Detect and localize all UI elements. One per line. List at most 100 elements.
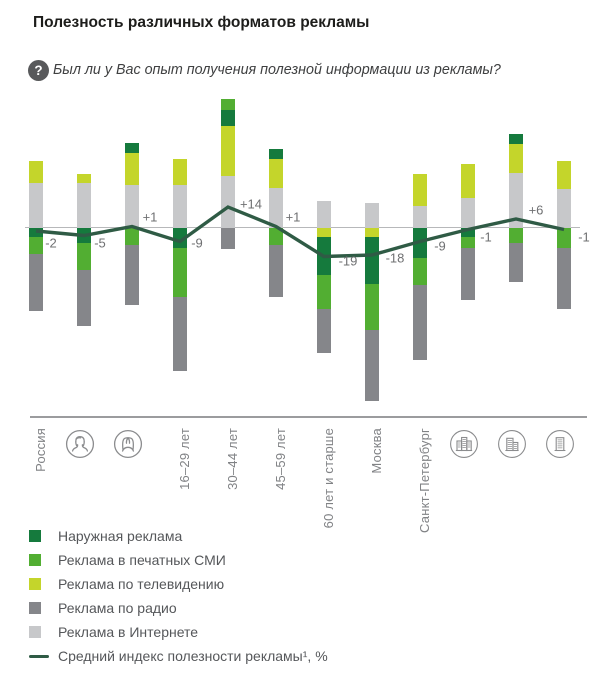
line-value-label: -9 xyxy=(434,238,446,254)
line-value-label: -1 xyxy=(578,229,590,245)
bar-segment-tv xyxy=(221,126,235,176)
bar-segment-internet xyxy=(29,183,43,228)
legend-item: Реклама по радио xyxy=(29,599,328,623)
line-value-label: +14 xyxy=(239,196,263,212)
legend-swatch-cell xyxy=(29,647,58,658)
legend-swatch-cell xyxy=(29,551,58,566)
bar-segment-outdoor xyxy=(461,228,475,237)
line-value-label: -5 xyxy=(94,235,106,251)
legend: Наружная реклама Реклама в печатных СМИ Ре… xyxy=(29,527,328,671)
axis-category-label: Москва xyxy=(369,428,384,474)
bar-segment-tv xyxy=(365,228,379,237)
line-value-label: -1 xyxy=(480,229,492,245)
city-small-icon xyxy=(545,429,575,459)
legend-label: Наружная реклама xyxy=(58,528,183,544)
bar-segment-internet xyxy=(221,175,235,228)
axis-category-label: Россия xyxy=(33,428,48,472)
bar-segment-tv xyxy=(29,160,43,183)
city-medium-icon xyxy=(497,429,527,459)
legend-label: Реклама по радио xyxy=(58,600,177,616)
bar-segment-print xyxy=(269,228,283,245)
plot-area: -2 -5 +1 -9 +14 +1 -19 -18 -9 -1 +6 -1 Россия 16–29 … xyxy=(25,99,590,533)
bar-segment-internet xyxy=(365,202,379,228)
legend-item: Наружная реклама xyxy=(29,527,328,551)
bar-segment-radio xyxy=(509,243,523,282)
bar-segment-outdoor xyxy=(221,109,235,126)
bar-segment-print xyxy=(413,258,427,285)
bar-segment-outdoor xyxy=(413,228,427,258)
bar-segment-print xyxy=(221,99,235,110)
bar-segment-radio xyxy=(269,244,283,297)
legend-item: Реклама в печатных СМИ xyxy=(29,551,328,575)
bar-segment-tv xyxy=(269,159,283,188)
bar-segment-print xyxy=(557,228,571,248)
bar-segment-internet xyxy=(77,183,91,228)
legend-swatch-outdoor xyxy=(29,530,41,542)
line-value-label: +6 xyxy=(528,202,544,218)
bar-segment-internet xyxy=(557,189,571,228)
bar-segment-tv xyxy=(413,174,427,206)
bar-segment-outdoor xyxy=(29,228,43,237)
bar-segment-internet xyxy=(269,187,283,228)
bar-segment-internet xyxy=(317,201,331,228)
bar-segment-radio xyxy=(77,270,91,326)
city-large-icon xyxy=(449,429,479,459)
legend-swatch-cell xyxy=(29,599,58,614)
axis-category-label: 60 лет и старше xyxy=(321,428,336,529)
bar-segment-outdoor xyxy=(173,228,187,248)
line-value-label: +1 xyxy=(285,209,301,225)
legend-label: Средний индекс полезности рекламы¹, % xyxy=(58,648,328,664)
legend-item: Реклама по телевидению xyxy=(29,575,328,599)
legend-swatch-tv xyxy=(29,578,41,590)
bar-segment-outdoor xyxy=(365,237,379,284)
legend-label: Реклама по телевидению xyxy=(58,576,225,592)
bar-segment-print xyxy=(317,274,331,309)
legend-item: Средний индекс полезности рекламы¹, % xyxy=(29,647,328,671)
question-mark-glyph: ? xyxy=(34,63,43,78)
bar-segment-radio xyxy=(221,228,235,249)
page-title: Полезность различных форматов рекламы xyxy=(33,14,370,31)
bar-segment-tv xyxy=(173,159,187,185)
bar-segment-print xyxy=(29,237,43,254)
legend-label: Реклама в Интернете xyxy=(58,624,199,640)
bar-segment-print xyxy=(365,283,379,330)
axis-category-label: 16–29 лет xyxy=(177,428,192,490)
legend-label: Реклама в печатных СМИ xyxy=(58,552,226,568)
bar-segment-internet xyxy=(173,184,187,228)
axis-category-label: 30–44 лет xyxy=(225,428,240,490)
x-axis-line xyxy=(30,416,587,418)
bar-segment-radio xyxy=(125,244,139,305)
legend-swatch-print xyxy=(29,554,41,566)
male-icon xyxy=(65,429,95,459)
bar-segment-outdoor xyxy=(77,228,91,243)
legend-swatch-radio xyxy=(29,602,41,614)
legend-item: Реклама в Интернете xyxy=(29,623,328,647)
bar-segment-print xyxy=(509,228,523,243)
bar-segment-internet xyxy=(413,205,427,228)
bar-segment-internet xyxy=(125,184,139,228)
line-value-label: +1 xyxy=(142,209,158,225)
bar-segment-radio xyxy=(557,247,571,309)
bar-segment-outdoor xyxy=(317,237,331,275)
bar-segment-outdoor xyxy=(509,133,523,144)
female-icon xyxy=(113,429,143,459)
bar-segment-radio xyxy=(365,330,379,401)
axis-category-label: 45–59 лет xyxy=(273,428,288,490)
bar-segment-outdoor xyxy=(269,148,283,159)
axis-category-label: Санкт-Петербург xyxy=(417,428,432,533)
legend-swatch-cell xyxy=(29,623,58,638)
bar-segment-tv xyxy=(77,174,91,183)
bar-segment-radio xyxy=(173,297,187,371)
zero-baseline xyxy=(25,227,580,228)
bar-segment-tv xyxy=(461,163,475,198)
legend-line-swatch xyxy=(29,654,49,658)
bar-segment-tv xyxy=(557,160,571,189)
bar-segment-print xyxy=(77,243,91,270)
line-value-label: -19 xyxy=(338,253,358,269)
bar-segment-print xyxy=(173,247,187,297)
bar-segment-tv xyxy=(125,153,139,185)
bar-segment-internet xyxy=(509,172,523,228)
bar-segment-radio xyxy=(461,247,475,300)
bar-segment-radio xyxy=(317,309,331,353)
